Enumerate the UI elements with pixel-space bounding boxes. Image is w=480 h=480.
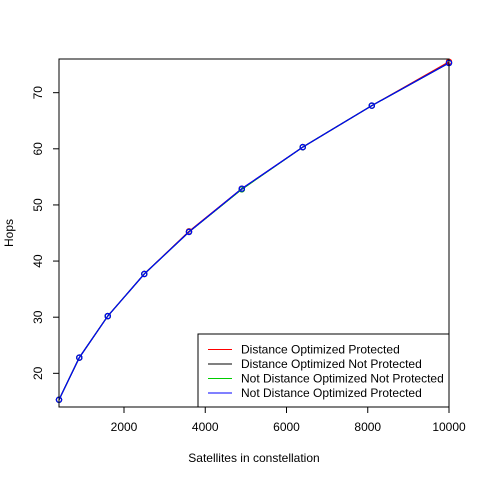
y-tick-label: 50 (31, 198, 45, 212)
data-point (141, 270, 148, 278)
data-point (76, 354, 83, 361)
data-point (185, 228, 193, 236)
x-tick-label: 6000 (273, 420, 300, 434)
data-point (368, 102, 376, 109)
x-tick-label: 4000 (192, 420, 219, 434)
y-tick-label: 60 (31, 142, 45, 156)
data-point (299, 143, 306, 151)
series-line (58, 62, 450, 400)
legend-box (197, 333, 450, 408)
legend-label: Not Distance Optimized Protected (241, 386, 422, 400)
x-tick-label: 2000 (111, 420, 138, 434)
y-tick-label: 20 (31, 366, 45, 380)
y-tick-label: 40 (31, 254, 45, 268)
x-tick-label: 8000 (354, 420, 381, 434)
y-axis: 20 30 40 50 60 70 (31, 86, 60, 380)
data-point (238, 185, 246, 192)
x-axis-label: Satellites in constellation (188, 451, 319, 465)
x-tick-label: 10000 (432, 420, 466, 434)
y-axis-label: Hops (2, 219, 16, 247)
legend-label: Distance Optimized Not Protected (241, 357, 422, 371)
legend-label: Not Distance Optimized Not Protected (241, 372, 444, 386)
plot-lines (58, 61, 450, 400)
y-tick-label: 30 (31, 310, 45, 324)
data-point (104, 312, 111, 320)
y-tick-label: 70 (31, 86, 45, 100)
legend-label: Distance Optimized Protected (241, 343, 400, 357)
